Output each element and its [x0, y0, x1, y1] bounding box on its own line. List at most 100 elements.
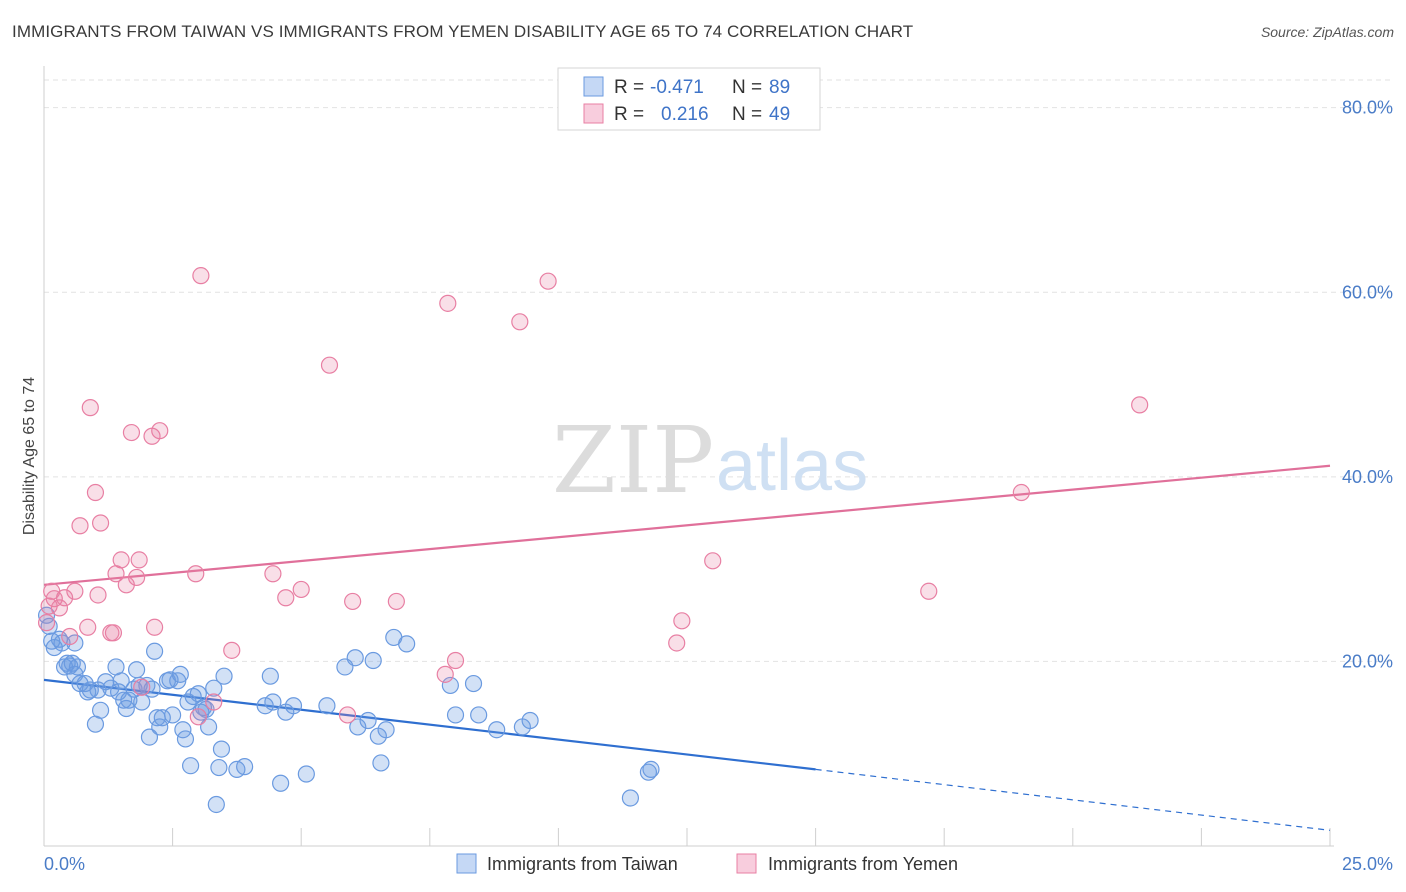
point-yemen: [277, 589, 295, 607]
point-taiwan: [212, 740, 231, 758]
point-yemen: [704, 552, 722, 570]
point-taiwan: [488, 721, 506, 739]
trend-lines: [43, 464, 1331, 831]
trend-line-yemen: [43, 464, 1331, 586]
point-yemen: [130, 551, 148, 569]
point-taiwan: [176, 730, 195, 748]
point-yemen: [1131, 396, 1149, 414]
point-yemen: [112, 551, 130, 569]
point-taiwan: [446, 706, 465, 724]
point-yemen: [189, 708, 207, 726]
point-taiwan: [133, 693, 151, 711]
legend-bottom-label-taiwan: Immigrants from Taiwan: [487, 854, 678, 874]
point-yemen: [133, 678, 151, 696]
point-yemen: [151, 422, 169, 440]
y-tick-label: 80.0%: [1342, 98, 1393, 118]
point-yemen: [320, 356, 339, 374]
point-taiwan: [297, 765, 315, 783]
point-taiwan: [236, 758, 254, 776]
point-taiwan: [359, 711, 377, 730]
point-taiwan: [621, 789, 640, 807]
point-yemen: [446, 651, 465, 670]
point-taiwan: [284, 697, 303, 715]
legend-r-value-taiwan: -0.471: [650, 77, 704, 98]
point-taiwan: [264, 693, 282, 711]
watermark-zip: ZIP: [552, 407, 714, 514]
point-yemen: [71, 517, 89, 535]
correlation-legend: R = -0.471 N = 89 R = 0.216 N = 49: [557, 67, 821, 131]
point-taiwan: [161, 671, 179, 689]
point-taiwan: [127, 661, 146, 679]
point-yemen: [127, 568, 146, 587]
point-yemen: [89, 586, 107, 604]
point-taiwan: [205, 679, 223, 697]
legend-n-value-taiwan: 89: [769, 77, 790, 98]
x-tick-label: 0.0%: [44, 854, 85, 874]
point-taiwan: [364, 651, 382, 670]
point-yemen: [66, 582, 84, 600]
trend-line-taiwan: [43, 678, 816, 771]
point-yemen: [145, 618, 164, 636]
point-yemen: [344, 592, 362, 611]
point-taiwan: [349, 718, 367, 736]
point-yemen: [192, 267, 210, 285]
point-taiwan: [164, 706, 182, 724]
point-yemen: [539, 272, 557, 290]
y-tick-label: 40.0%: [1342, 467, 1393, 487]
legend-bottom-label-yemen: Immigrants from Yemen: [768, 854, 958, 874]
point-yemen: [37, 614, 56, 632]
y-axis-label: Disability Age 65 to 74: [21, 377, 38, 535]
point-taiwan: [182, 757, 200, 775]
watermark-atlas: atlas: [716, 426, 868, 506]
point-yemen: [920, 582, 938, 600]
legend-swatch-yemen: [583, 103, 604, 124]
point-yemen: [187, 565, 205, 583]
point-yemen: [81, 399, 99, 417]
point-taiwan: [372, 754, 390, 772]
point-taiwan: [464, 674, 483, 693]
axes: [43, 66, 1334, 847]
data-points: [37, 267, 1149, 814]
point-taiwan: [346, 649, 364, 667]
legend-swatch-taiwan: [583, 76, 604, 97]
legend-bottom-swatch-taiwan: [456, 853, 477, 874]
point-yemen: [122, 423, 141, 442]
point-yemen: [668, 634, 686, 652]
point-taiwan: [91, 701, 110, 719]
x-tick-labels: 0.0% 25.0%: [44, 854, 1393, 874]
point-yemen: [86, 483, 105, 502]
legend-n-label-yemen: N =: [732, 104, 762, 125]
point-yemen: [264, 565, 282, 583]
point-yemen: [55, 589, 74, 607]
legend-bottom-swatch-yemen: [736, 853, 757, 874]
point-yemen: [387, 592, 405, 611]
legend-r-value-yemen: 0.216: [661, 104, 709, 125]
y-tick-label: 60.0%: [1342, 282, 1393, 302]
x-tick-label: 25.0%: [1342, 854, 1393, 874]
trend-line-taiwan-extension: [815, 768, 1331, 831]
point-taiwan: [184, 687, 202, 706]
point-yemen: [439, 294, 457, 312]
y-tick-label: 20.0%: [1342, 651, 1393, 671]
point-taiwan: [210, 758, 228, 777]
point-taiwan: [272, 774, 290, 792]
point-taiwan: [318, 697, 336, 715]
point-taiwan: [68, 658, 87, 676]
point-yemen: [104, 624, 123, 642]
point-taiwan: [112, 672, 130, 690]
legend-r-label-taiwan: R =: [614, 77, 644, 98]
point-taiwan: [194, 698, 213, 717]
point-yemen: [338, 706, 357, 724]
point-yemen: [1012, 483, 1030, 502]
point-yemen: [50, 599, 69, 617]
source-label: Source: ZipAtlas.com: [1260, 24, 1394, 40]
point-yemen: [436, 665, 454, 683]
point-taiwan: [470, 706, 488, 724]
point-taiwan: [642, 760, 660, 779]
point-yemen: [511, 313, 529, 331]
point-taiwan: [377, 721, 395, 739]
chart-title: IMMIGRANTS FROM TAIWAN VS IMMIGRANTS FRO…: [12, 22, 914, 41]
point-taiwan: [192, 703, 210, 721]
point-taiwan: [207, 795, 225, 814]
legend-n-label-taiwan: N =: [732, 77, 762, 98]
